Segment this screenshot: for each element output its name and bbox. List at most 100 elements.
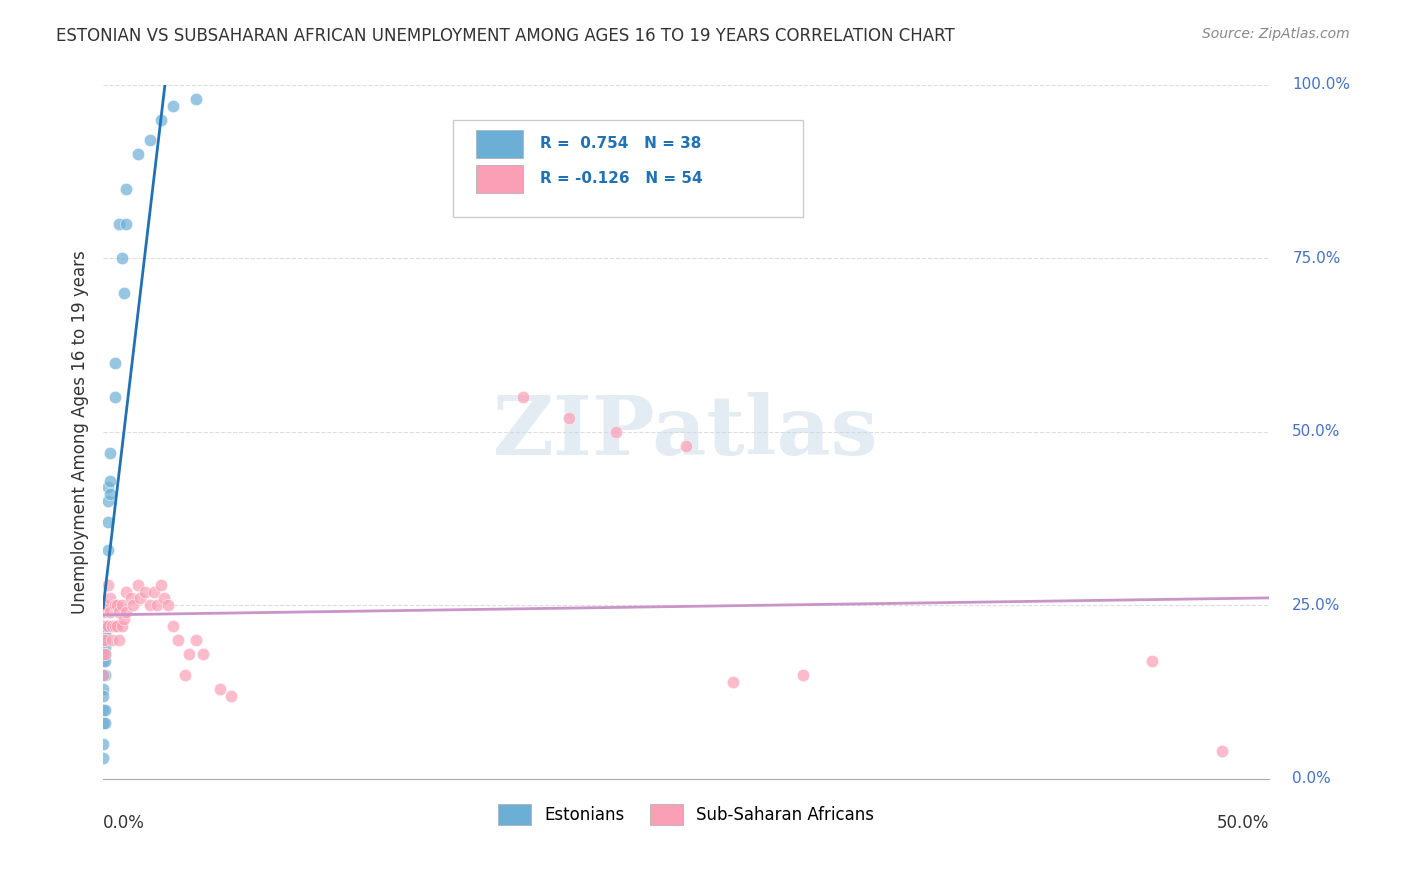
- Point: [139, 133, 162, 147]
- Point: [1142, 654, 1164, 668]
- Point: [91, 668, 114, 682]
- FancyBboxPatch shape: [453, 120, 803, 217]
- Point: [208, 681, 231, 696]
- Point: [111, 252, 134, 266]
- Point: [111, 599, 134, 613]
- Point: [94, 633, 117, 648]
- Point: [98, 446, 121, 460]
- Point: [98, 487, 121, 501]
- Point: [112, 612, 135, 626]
- Text: 0.0%: 0.0%: [103, 814, 145, 831]
- Point: [150, 577, 173, 591]
- Text: 50.0%: 50.0%: [1216, 814, 1270, 831]
- Point: [97, 494, 120, 508]
- Point: [115, 182, 138, 196]
- Point: [104, 599, 127, 613]
- Point: [108, 606, 131, 620]
- Point: [91, 633, 114, 648]
- Point: [97, 619, 120, 633]
- Text: Source: ZipAtlas.com: Source: ZipAtlas.com: [1202, 27, 1350, 41]
- Point: [157, 599, 180, 613]
- Point: [94, 619, 117, 633]
- Point: [129, 591, 152, 606]
- Point: [94, 647, 117, 661]
- Point: [104, 619, 127, 633]
- Text: R = -0.126   N = 54: R = -0.126 N = 54: [540, 171, 703, 186]
- Point: [792, 668, 814, 682]
- Point: [186, 92, 208, 106]
- Point: [94, 599, 117, 613]
- Point: [104, 355, 127, 369]
- Point: [91, 619, 114, 633]
- Point: [91, 681, 114, 696]
- Point: [105, 599, 128, 613]
- Point: [98, 474, 121, 488]
- Point: [98, 606, 121, 620]
- Point: [115, 217, 138, 231]
- Point: [115, 584, 138, 599]
- Point: [111, 619, 134, 633]
- Point: [101, 633, 124, 648]
- Y-axis label: Unemployment Among Ages 16 to 19 years: Unemployment Among Ages 16 to 19 years: [72, 250, 89, 614]
- Point: [139, 599, 162, 613]
- Legend: Estonians, Sub-Saharan Africans: Estonians, Sub-Saharan Africans: [489, 796, 883, 833]
- Text: 50.0%: 50.0%: [1292, 425, 1341, 440]
- Text: 75.0%: 75.0%: [1292, 251, 1341, 266]
- Point: [98, 591, 121, 606]
- Point: [558, 411, 581, 425]
- Point: [91, 606, 114, 620]
- Point: [166, 633, 188, 648]
- Point: [94, 702, 117, 716]
- Text: ESTONIAN VS SUBSAHARAN AFRICAN UNEMPLOYMENT AMONG AGES 16 TO 19 YEARS CORRELATIO: ESTONIAN VS SUBSAHARAN AFRICAN UNEMPLOYM…: [56, 27, 955, 45]
- Point: [97, 619, 120, 633]
- Point: [512, 390, 534, 404]
- Point: [1211, 744, 1233, 758]
- Point: [162, 619, 184, 633]
- Point: [186, 633, 208, 648]
- Point: [101, 619, 124, 633]
- Point: [97, 577, 120, 591]
- Point: [94, 716, 117, 731]
- Point: [173, 668, 195, 682]
- Point: [97, 515, 120, 529]
- Point: [162, 99, 184, 113]
- Point: [115, 606, 138, 620]
- Point: [94, 668, 117, 682]
- Point: [108, 633, 131, 648]
- Point: [91, 689, 114, 703]
- Point: [94, 654, 117, 668]
- Point: [108, 217, 131, 231]
- Point: [143, 584, 166, 599]
- Point: [605, 425, 627, 439]
- Point: [97, 542, 120, 557]
- Point: [91, 599, 114, 613]
- Point: [91, 668, 114, 682]
- Point: [97, 480, 120, 494]
- Point: [94, 619, 117, 633]
- Point: [127, 147, 149, 161]
- Point: [91, 702, 114, 716]
- Text: 25.0%: 25.0%: [1292, 598, 1341, 613]
- Point: [721, 674, 744, 689]
- Point: [94, 626, 117, 640]
- Point: [91, 751, 114, 765]
- Point: [94, 640, 117, 654]
- Point: [91, 654, 114, 668]
- Text: ZIPatlas: ZIPatlas: [494, 392, 879, 472]
- Point: [91, 716, 114, 731]
- Point: [193, 647, 215, 661]
- Point: [94, 647, 117, 661]
- Text: 0.0%: 0.0%: [1292, 772, 1331, 787]
- Point: [134, 584, 156, 599]
- Text: R =  0.754   N = 38: R = 0.754 N = 38: [540, 136, 702, 152]
- Point: [179, 647, 201, 661]
- Point: [150, 112, 173, 127]
- Point: [152, 591, 174, 606]
- Point: [221, 689, 243, 703]
- Point: [91, 647, 114, 661]
- Point: [91, 619, 114, 633]
- Point: [105, 619, 128, 633]
- Point: [104, 390, 127, 404]
- Point: [91, 737, 114, 751]
- FancyBboxPatch shape: [477, 165, 523, 193]
